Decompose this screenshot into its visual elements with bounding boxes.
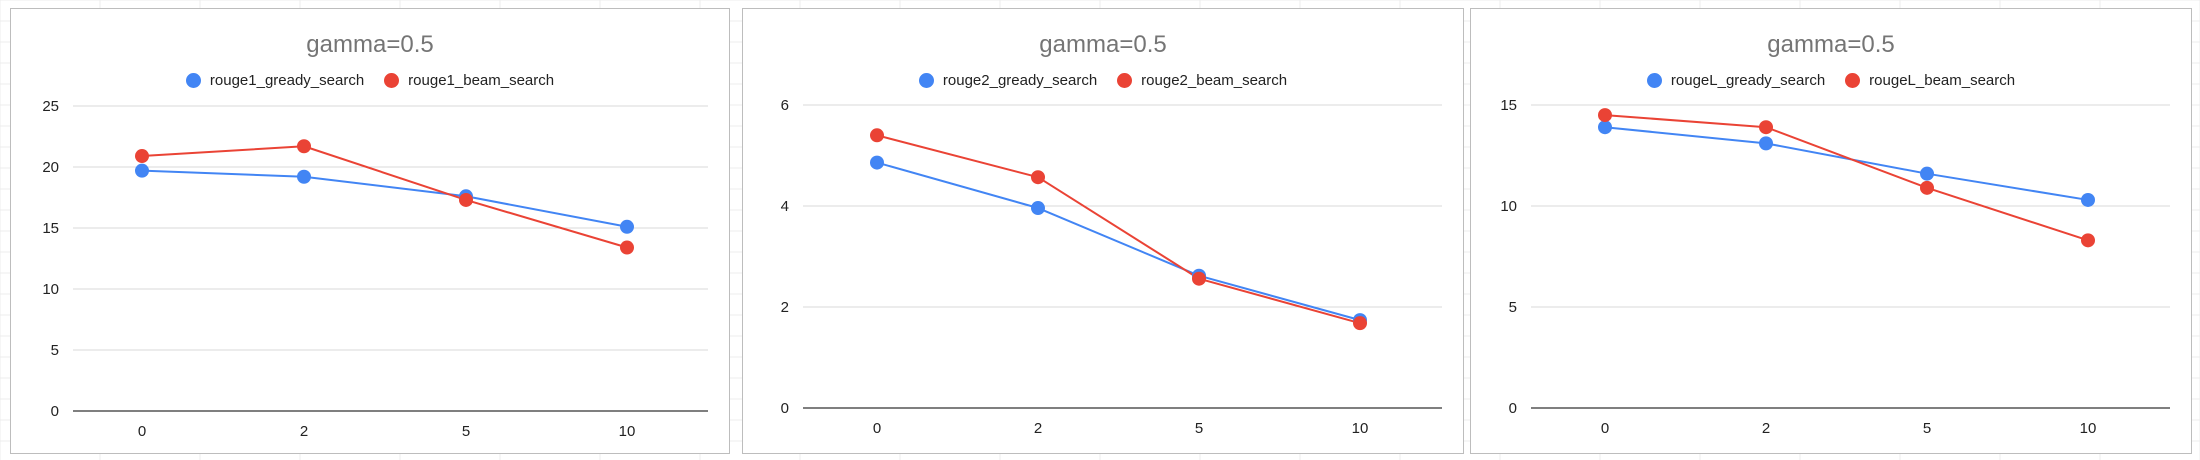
data-point-gready[interactable] bbox=[1598, 120, 1612, 135]
x-tick-label: 5 bbox=[462, 423, 470, 440]
data-point-gready[interactable] bbox=[1920, 166, 1934, 181]
series-line-gready bbox=[1604, 126, 2089, 201]
y-tick-label: 25 bbox=[42, 98, 59, 115]
series-line-gready bbox=[141, 169, 628, 228]
x-tick-label: 5 bbox=[1923, 420, 1931, 437]
legend-marker-beam bbox=[1117, 73, 1133, 88]
y-tick-label: 15 bbox=[42, 220, 59, 237]
legend-marker-gready bbox=[918, 73, 934, 88]
rougeL-chart[interactable]: 0 5 10 15 0 2 5 10 gamma=0.5 rougeL_gready_sear… bbox=[1470, 8, 2192, 454]
y-tick-label: 2 bbox=[781, 299, 789, 316]
x-tick-label: 0 bbox=[873, 420, 881, 437]
series-line-gready bbox=[876, 161, 1361, 322]
series-line-beam bbox=[1604, 114, 2089, 242]
chart-legend: rouge1_gready_search rouge1_beam_search bbox=[11, 72, 729, 89]
y-tick-label: 5 bbox=[51, 342, 59, 359]
y-tick-label: 0 bbox=[1509, 400, 1517, 417]
data-point-gready[interactable] bbox=[870, 155, 884, 170]
data-point-beam[interactable] bbox=[297, 139, 311, 154]
data-point-beam[interactable] bbox=[1192, 271, 1206, 286]
data-point-beam[interactable] bbox=[1031, 170, 1045, 185]
rouge2-plot-area: 0 2 4 6 0 2 5 10 bbox=[781, 97, 1442, 437]
y-tick-label: 6 bbox=[781, 97, 789, 114]
legend-item-beam: rouge1_beam_search bbox=[384, 72, 554, 89]
legend-marker-gready bbox=[185, 73, 201, 88]
rouge2-chart[interactable]: 0 2 4 6 0 2 5 10 gamma=0.5 rouge2_gready_search… bbox=[742, 8, 1464, 454]
y-tick-label: 4 bbox=[781, 198, 789, 215]
data-point-beam[interactable] bbox=[870, 128, 884, 143]
rougeL-plot-area: 0 5 10 15 0 2 5 10 bbox=[1500, 97, 2170, 437]
legend-marker-beam bbox=[384, 73, 400, 88]
legend-item-beam: rouge2_beam_search bbox=[1117, 72, 1287, 89]
chart-title: gamma=0.5 bbox=[306, 31, 434, 58]
legend-item-gready: rouge2_gready_search bbox=[918, 72, 1098, 89]
series-line-beam bbox=[141, 145, 628, 249]
legend-marker-beam bbox=[1845, 73, 1861, 88]
legend-label-beam: rougeL_beam_search bbox=[1869, 72, 2016, 89]
data-point-gready[interactable] bbox=[297, 169, 311, 184]
chart-legend: rougeL_gready_search rougeL_beam_search bbox=[1471, 72, 2191, 89]
x-tick-label: 10 bbox=[619, 423, 636, 440]
x-tick-label: 0 bbox=[138, 423, 146, 440]
data-point-beam[interactable] bbox=[459, 192, 473, 207]
x-tick-label: 10 bbox=[2080, 420, 2097, 437]
y-tick-label: 0 bbox=[51, 403, 59, 420]
y-tick-label: 10 bbox=[42, 281, 59, 298]
series-line-beam bbox=[876, 134, 1361, 325]
data-point-gready[interactable] bbox=[135, 163, 149, 178]
legend-item-gready: rougeL_gready_search bbox=[1646, 72, 1826, 89]
y-tick-label: 20 bbox=[42, 159, 59, 176]
x-tick-label: 2 bbox=[1762, 420, 1770, 437]
x-tick-label: 2 bbox=[300, 423, 308, 440]
y-tick-label: 0 bbox=[781, 400, 789, 417]
legend-item-beam: rougeL_beam_search bbox=[1845, 72, 2015, 89]
legend-label-gready: rougeL_gready_search bbox=[1670, 72, 1826, 89]
data-point-beam[interactable] bbox=[1759, 120, 1773, 135]
legend-item-gready: rouge1_gready_search bbox=[185, 72, 365, 89]
data-point-beam[interactable] bbox=[620, 240, 634, 255]
data-point-gready[interactable] bbox=[1759, 136, 1773, 151]
y-tick-label: 15 bbox=[1500, 97, 1517, 114]
chart-legend: rouge2_gready_search rouge2_beam_search bbox=[743, 72, 1463, 89]
data-point-beam[interactable] bbox=[2081, 233, 2095, 248]
chart-title: gamma=0.5 bbox=[1767, 31, 1895, 58]
data-point-beam[interactable] bbox=[1598, 108, 1612, 123]
legend-label-beam: rouge2_beam_search bbox=[1141, 72, 1288, 89]
x-tick-label: 2 bbox=[1034, 420, 1042, 437]
x-tick-label: 5 bbox=[1195, 420, 1203, 437]
rouge1-chart[interactable]: 0 5 10 15 20 25 0 2 5 10 gamma=0.5 rouge1_gready_… bbox=[10, 8, 730, 454]
x-tick-label: 0 bbox=[1601, 420, 1609, 437]
data-point-beam[interactable] bbox=[135, 149, 149, 164]
legend-label-beam: rouge1_beam_search bbox=[408, 72, 555, 89]
data-point-beam[interactable] bbox=[1920, 180, 1934, 195]
data-point-gready[interactable] bbox=[1031, 201, 1045, 216]
legend-marker-gready bbox=[1646, 73, 1662, 88]
legend-label-gready: rouge1_gready_search bbox=[209, 72, 365, 89]
x-tick-label: 10 bbox=[1352, 420, 1369, 437]
chart-title: gamma=0.5 bbox=[1039, 31, 1167, 58]
y-tick-label: 10 bbox=[1500, 198, 1517, 215]
data-point-gready[interactable] bbox=[620, 219, 634, 234]
data-point-beam[interactable] bbox=[1353, 316, 1367, 331]
y-tick-label: 5 bbox=[1509, 299, 1517, 316]
data-point-gready[interactable] bbox=[2081, 192, 2095, 207]
legend-label-gready: rouge2_gready_search bbox=[942, 72, 1098, 89]
